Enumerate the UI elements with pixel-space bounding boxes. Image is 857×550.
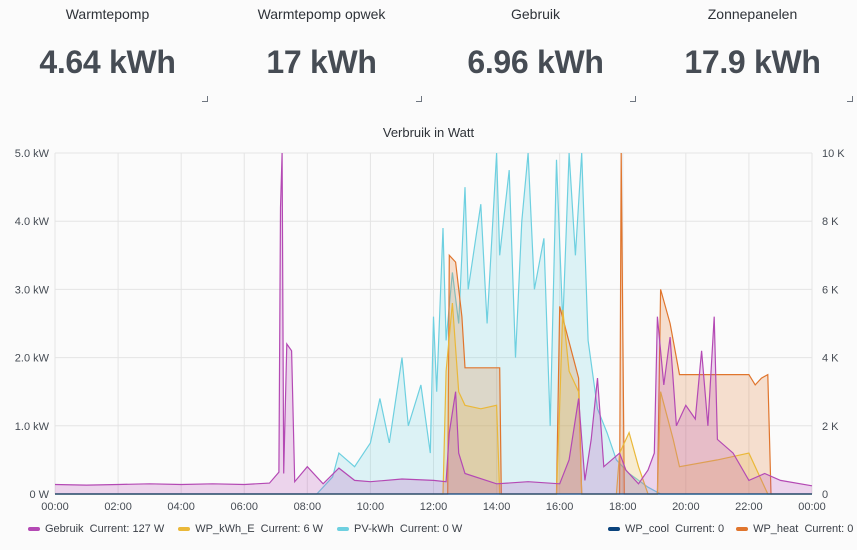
y-right-tick-label: 8 K — [822, 216, 839, 228]
y-right-tick-label: 10 K — [822, 148, 845, 160]
legend-swatch — [608, 527, 620, 531]
x-tick-label: 02:00 — [104, 501, 132, 513]
usage-chart[interactable]: 0 W 1.0 kW 2.0 kW 3.0 kW 4.0 kW 5.0 kW 0 2 K 4 K… — [0, 140, 857, 520]
stat-title: Warmtepomp opwek — [257, 6, 386, 22]
legend-label: PV-kWh — [354, 523, 394, 535]
resize-handle-icon[interactable] — [416, 96, 422, 102]
x-tick-label: 08:00 — [294, 501, 322, 513]
x-tick-label: 14:00 — [483, 501, 511, 513]
stat-value: 17.9 kWh — [684, 44, 821, 80]
y-left-tick-label: 1.0 kW — [15, 421, 50, 433]
x-tick-label: 20:00 — [672, 501, 700, 513]
series-line-pv-kwh — [55, 152, 812, 495]
stat-panel-zonnepanelen[interactable]: Zonnepanelen 17.9 kWh — [650, 0, 855, 104]
stat-value: 6.96 kWh — [467, 44, 604, 80]
legend-swatch — [178, 527, 191, 531]
x-tick-label: 00:00 — [41, 501, 69, 513]
legend-swatch — [736, 527, 749, 531]
stat-panel-warmtepomp-opwek[interactable]: Warmtepomp opwek 17 kWh — [219, 0, 424, 104]
series-area-gebruik — [55, 153, 812, 494]
stat-value: 4.64 kWh — [39, 44, 176, 80]
legend-swatch — [28, 527, 40, 531]
legend-label: WP_heat — [753, 523, 799, 535]
resize-handle-icon[interactable] — [847, 96, 853, 102]
x-tick-label: 22:00 — [735, 501, 763, 513]
chart-title: Verbruik in Watt — [382, 125, 475, 140]
legend-swatch — [337, 527, 350, 531]
legend-item-wp-heat[interactable]: WP_heat Current: 0 — [736, 523, 853, 535]
legend-right: WP_cool Current: 0 WP_heat Current: 0 — [608, 523, 853, 535]
legend-current: Current: 127 W — [89, 523, 165, 535]
y-left-tick-label: 5.0 kW — [15, 148, 50, 160]
legend-item-pv-kwh[interactable]: PV-kWh Current: 0 W — [337, 523, 462, 535]
y-left-tick-label: 2.0 kW — [15, 353, 50, 365]
legend-label: WP_kWh_E — [195, 523, 255, 535]
x-tick-label: 12:00 — [420, 501, 448, 513]
legend-current: Current: 0 — [804, 523, 854, 535]
stat-panel-warmtepomp[interactable]: Warmtepomp 4.64 kWh — [5, 0, 210, 104]
x-tick-label: 06:00 — [230, 501, 258, 513]
y-right-tick-label: 2 K — [822, 421, 839, 433]
y-left-tick-label: 3.0 kW — [15, 284, 50, 296]
y-right-tick-label: 4 K — [822, 353, 839, 365]
series-line-wp-kwh-e — [55, 302, 812, 495]
y-right-tick-label: 0 — [822, 489, 828, 501]
legend-item-gebruik[interactable]: Gebruik Current: 127 W — [28, 523, 164, 535]
x-tick-label: 00:00 — [798, 501, 826, 513]
series-line-gebruik — [54, 152, 813, 487]
x-tick-label: 04:00 — [167, 501, 195, 513]
legend-label: WP_cool — [625, 523, 670, 535]
x-tick-label: 18:00 — [609, 501, 637, 513]
stat-title: Gebruik — [510, 6, 561, 22]
x-tick-label: 16:00 — [546, 501, 574, 513]
series-area-wp-heat — [55, 153, 812, 494]
legend-current: Current: 0 — [675, 523, 725, 535]
resize-handle-icon[interactable] — [630, 96, 636, 102]
legend-label: Gebruik — [45, 523, 84, 535]
chart-series — [54, 152, 813, 495]
stat-panel-gebruik[interactable]: Gebruik 6.96 kWh — [433, 0, 638, 104]
x-tick-label: 10:00 — [357, 501, 385, 513]
legend-item-wp-cool[interactable]: WP_cool Current: 0 — [608, 523, 724, 535]
y-right-tick-label: 6 K — [822, 284, 839, 296]
legend-current: Current: 0 W — [399, 523, 463, 535]
y-left-tick-label: 4.0 kW — [15, 216, 50, 228]
stat-title: Warmtepomp — [65, 6, 150, 22]
y-left-tick-label: 0 W — [29, 489, 49, 501]
legend-left: Gebruik Current: 127 W WP_kWh_E Current:… — [28, 523, 462, 535]
stat-title: Zonnepanelen — [707, 6, 798, 22]
stat-value: 17 kWh — [266, 44, 377, 80]
resize-handle-icon[interactable] — [202, 96, 208, 102]
legend-current: Current: 6 W — [260, 523, 324, 535]
legend-item-wp-kwh-e[interactable]: WP_kWh_E Current: 6 W — [178, 523, 323, 535]
chart-axes: 0 W 1.0 kW 2.0 kW 3.0 kW 4.0 kW 5.0 kW 0 2 K 4 K… — [15, 148, 846, 513]
